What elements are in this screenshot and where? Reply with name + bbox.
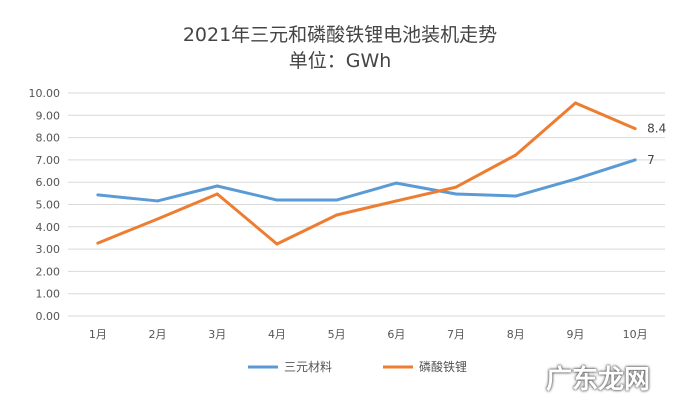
data-point [335, 198, 339, 202]
x-tick-label: 6月 [387, 328, 405, 341]
y-tick-label: 6.00 [36, 176, 61, 189]
data-point [215, 192, 219, 196]
data-point [96, 241, 100, 245]
y-tick-label: 1.00 [36, 288, 61, 301]
x-tick-label: 4月 [268, 328, 286, 341]
data-point [215, 184, 219, 188]
data-point [514, 153, 518, 157]
data-point [275, 198, 279, 202]
series-line-0 [97, 158, 636, 203]
y-tick-label: 4.00 [36, 221, 61, 234]
y-tick-label: 5.00 [36, 199, 61, 212]
legend-label: 磷酸铁锂 [419, 359, 467, 374]
legend-label: 三元材料 [284, 360, 332, 374]
data-point [514, 194, 518, 198]
chart-subtitle: 单位：GWh [288, 50, 392, 72]
data-label: 7 [647, 153, 655, 167]
series-line-1 [97, 101, 636, 246]
y-tick-label: 9.00 [36, 109, 61, 122]
data-point [394, 199, 398, 203]
data-label: 8.4 [647, 122, 666, 136]
data-point [335, 213, 339, 217]
data-point [394, 181, 398, 185]
x-tick-label: 10月 [623, 328, 648, 341]
data-point [633, 158, 637, 162]
data-point [156, 217, 160, 221]
data-point [633, 127, 637, 131]
y-tick-label: 7.00 [36, 154, 61, 167]
y-tick-label: 10.00 [29, 87, 61, 100]
x-tick-label: 3月 [208, 328, 226, 341]
y-tick-label: 0.00 [36, 310, 61, 323]
data-point [454, 185, 458, 189]
x-tick-label: 1月 [89, 328, 107, 341]
x-tick-label: 5月 [328, 328, 346, 341]
data-point [156, 199, 160, 203]
data-point [573, 101, 577, 105]
x-tick-label: 7月 [447, 328, 465, 341]
chart-title: 2021年三元和磷酸铁锂电池装机走势 [182, 24, 498, 46]
x-tick-label: 2月 [149, 328, 167, 341]
y-tick-label: 2.00 [36, 265, 61, 278]
x-tick-label: 8月 [507, 328, 525, 341]
data-point [573, 177, 577, 181]
data-point [96, 193, 100, 197]
y-tick-label: 3.00 [36, 243, 61, 256]
watermark-logo: 广东龙网 [545, 365, 650, 395]
x-tick-label: 9月 [566, 328, 584, 341]
y-tick-label: 8.00 [36, 132, 61, 145]
data-point [275, 242, 279, 246]
data-point [454, 192, 458, 196]
